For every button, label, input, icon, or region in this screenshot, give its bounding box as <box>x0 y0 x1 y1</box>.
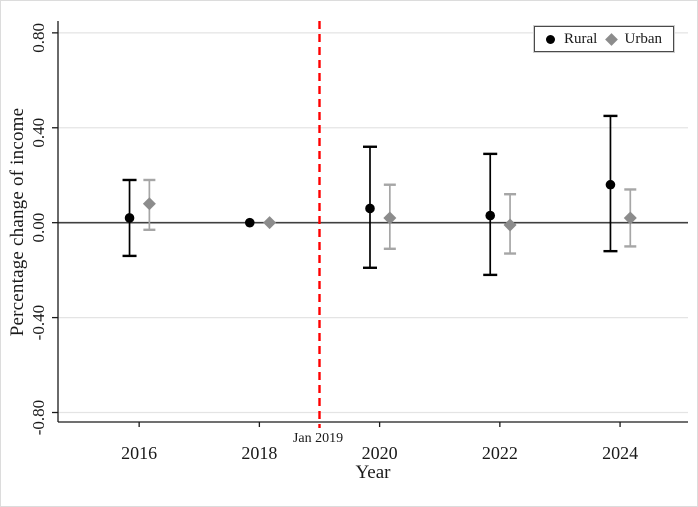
urban-point-marker <box>383 211 397 225</box>
x-tick-label: 2018 <box>241 443 277 463</box>
rural-point-marker <box>605 179 616 190</box>
vline-label: Jan 2019 <box>292 431 344 446</box>
y-tick-label: -0.80 <box>29 400 48 435</box>
y-tick-label: 0.00 <box>29 213 48 243</box>
urban-point-marker <box>503 218 517 232</box>
y-tick-label: 0.80 <box>29 23 48 53</box>
legend-label-urban: Urban <box>624 30 663 47</box>
legend-label-rural: Rural <box>564 30 598 47</box>
urban-point-marker <box>623 211 637 225</box>
rural-point-marker <box>485 210 496 221</box>
rural-point-marker <box>244 217 255 228</box>
rural-circle-marker-icon <box>546 34 555 44</box>
legend-item-rural: Rural <box>546 31 597 48</box>
x-tick-label: 2020 <box>362 443 398 463</box>
y-tick-label: 0.40 <box>29 118 48 148</box>
x-tick-label: 2022 <box>482 443 518 463</box>
urban-point-marker <box>142 197 156 211</box>
x-axis-title: Year <box>355 462 391 483</box>
rural-point-marker <box>365 203 375 214</box>
y-axis-title: Percentage change of income <box>7 107 28 337</box>
legend: Rural Urban <box>533 25 675 53</box>
x-tick-label: 2016 <box>121 443 157 463</box>
rural-point-marker <box>124 213 135 223</box>
legend-item-urban: Urban <box>604 30 663 48</box>
urban-diamond-marker-icon <box>604 32 618 46</box>
x-tick-label: 2024 <box>602 443 638 463</box>
urban-point-marker <box>263 216 277 230</box>
y-tick-label: -0.40 <box>29 305 48 340</box>
